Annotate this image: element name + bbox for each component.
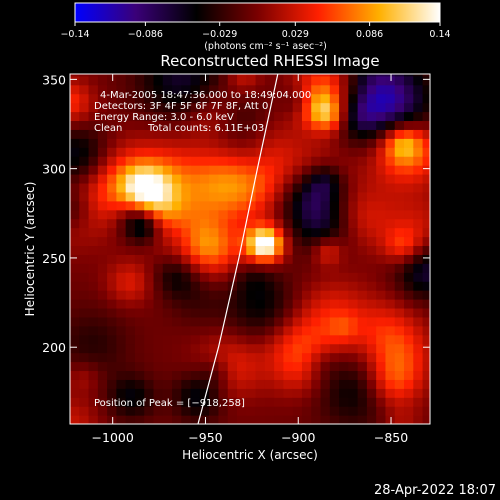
colorbar-tick-label: 0.14: [429, 29, 450, 40]
annotation-time-range: 4-Mar-2005 18:47:36.000 to 18:49:04.000: [100, 90, 311, 101]
colorbar-tick-label: −0.029: [202, 29, 237, 40]
y-axis-ticks: 200 250 300 350: [42, 72, 430, 355]
colorbar-tick-label: −0.14: [60, 29, 89, 40]
x-tick-label: −900: [281, 430, 315, 445]
annotation-method: Clean: [94, 123, 122, 134]
y-tick-label: 200: [42, 340, 66, 355]
y-axis-label: Heliocentric Y (arcsec): [23, 182, 37, 317]
colorbar-unit-label: (photons cm⁻² s⁻¹ asec⁻²): [204, 41, 327, 52]
x-tick-label: −1000: [92, 430, 134, 445]
y-tick-label: 300: [42, 162, 66, 177]
chart-title: Reconstructed RHESSI Image: [160, 52, 379, 70]
plot-frame: [69, 73, 431, 425]
annotation-detectors: Detectors: 3F 4F 5F 6F 7F 8F, Att 0: [94, 101, 268, 112]
y-tick-label: 350: [42, 72, 66, 87]
heatmap-image: [70, 74, 430, 424]
x-axis-ticks: −1000 −950 −900 −850: [92, 74, 408, 445]
colorbar-tick-label: 0.029: [282, 29, 309, 40]
colorbar-gradient: [74, 2, 441, 23]
x-tick-label: −850: [374, 430, 408, 445]
x-axis-label: Heliocentric X (arcsec): [182, 448, 318, 462]
y-tick-label: 250: [42, 251, 66, 266]
footer-timestamp: 28-Apr-2022 18:07: [374, 483, 496, 498]
annotation-total-counts: Total counts: 6.11E+03: [147, 123, 264, 134]
colorbar-tick-label: −0.086: [128, 29, 163, 40]
colorbar-tick-label: 0.086: [356, 29, 383, 40]
x-tick-label: −950: [188, 430, 222, 445]
annotation-peak-position: Position of Peak = [−918,258]: [94, 398, 245, 409]
annotation-block: 4-Mar-2005 18:47:36.000 to 18:49:04.000 …: [94, 90, 311, 409]
colorbar: −0.14 −0.086 −0.029 0.029 0.086 0.14 (photons…: [60, 2, 451, 52]
plot-area: −1000 −950 −900 −850 200 250 300 350: [42, 72, 431, 445]
annotation-energy-range: Energy Range: 3.0 - 6.0 keV: [94, 112, 234, 123]
solar-limb-line: [197, 74, 279, 424]
colorbar-ticks: −0.14 −0.086 −0.029 0.029 0.086 0.14: [60, 22, 451, 40]
